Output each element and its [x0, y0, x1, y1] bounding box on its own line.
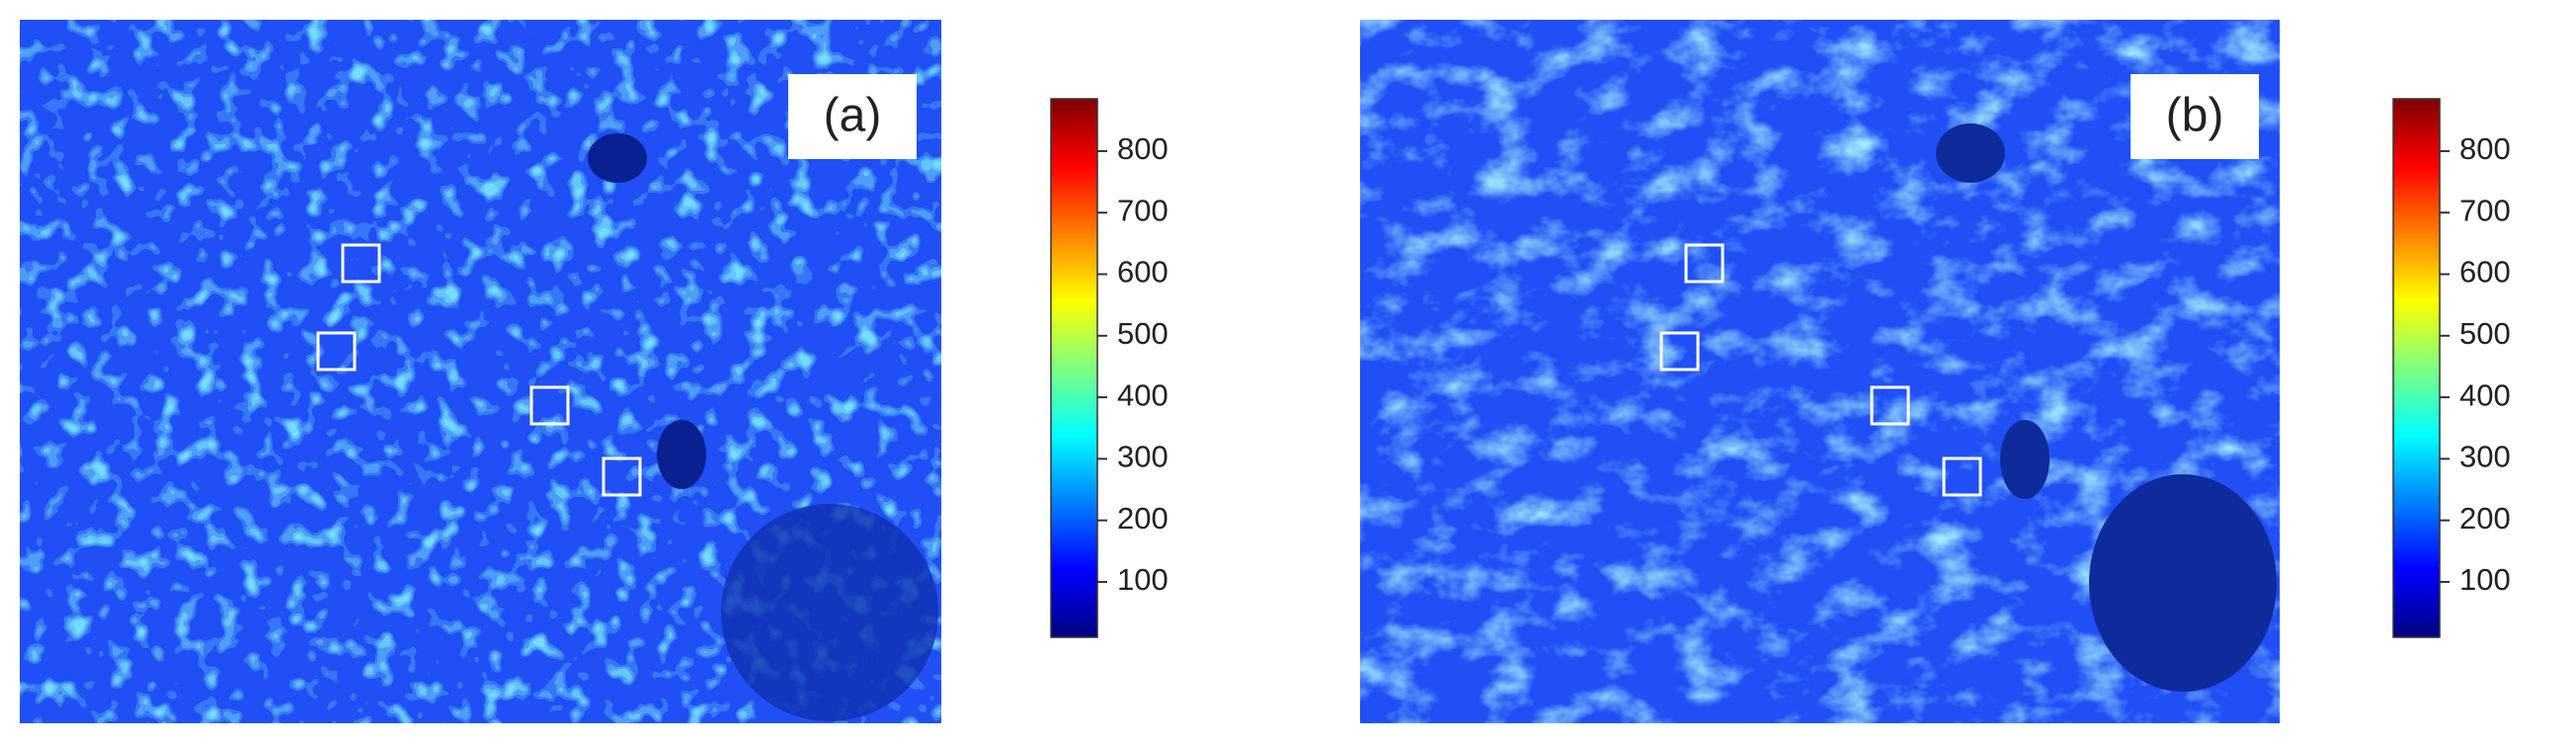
colorbar-tick-label: 200: [1117, 501, 1168, 536]
colorbar-tick-label: 200: [2459, 501, 2511, 536]
colorbar-tick-label: 700: [2459, 193, 2511, 227]
roi-box: [316, 331, 357, 372]
panel-label: (a): [824, 90, 882, 142]
panel-label: (b): [2166, 90, 2224, 142]
dark-region: [1936, 124, 2005, 183]
colorbar-tick-label: 500: [2459, 316, 2511, 351]
colorbar-tick-label: 700: [1117, 193, 1168, 227]
label-box: [2131, 74, 2259, 159]
roi-box: [341, 243, 381, 284]
panel-b: (b): [1360, 20, 2280, 723]
roi-box: [1870, 385, 1910, 426]
panel-a: (a): [20, 20, 941, 723]
dark-region: [721, 504, 938, 721]
roi-box: [1659, 331, 1700, 372]
roi-box: [529, 385, 570, 426]
colorbar-tick-label: 400: [2459, 377, 2511, 412]
colorbar-tick-label: 600: [1117, 255, 1168, 289]
colorbar-tick-label: 300: [2459, 440, 2511, 474]
dark-region: [657, 420, 706, 489]
colorbar-tick-label: 800: [1117, 131, 1168, 166]
colorbar-tick-label: 500: [1117, 316, 1168, 351]
colorbar-tick-label: 300: [1117, 440, 1168, 474]
roi-box: [1942, 456, 1982, 497]
roi-box: [1684, 243, 1725, 284]
roi-box: [602, 456, 642, 497]
colorbar-tick-label: 600: [2459, 255, 2511, 289]
dark-region: [2089, 474, 2277, 692]
colorbar: [2392, 98, 2441, 638]
colorbar-tick-label: 100: [2459, 562, 2511, 597]
colorbar-tick-label: 800: [2459, 131, 2511, 166]
colorbar: [1050, 98, 1098, 638]
colorbar-tick-label: 400: [1117, 377, 1168, 412]
dark-region: [588, 133, 647, 183]
label-box: [788, 74, 917, 159]
colorbar-tick-label: 100: [1117, 562, 1168, 597]
dark-region: [2000, 420, 2050, 499]
